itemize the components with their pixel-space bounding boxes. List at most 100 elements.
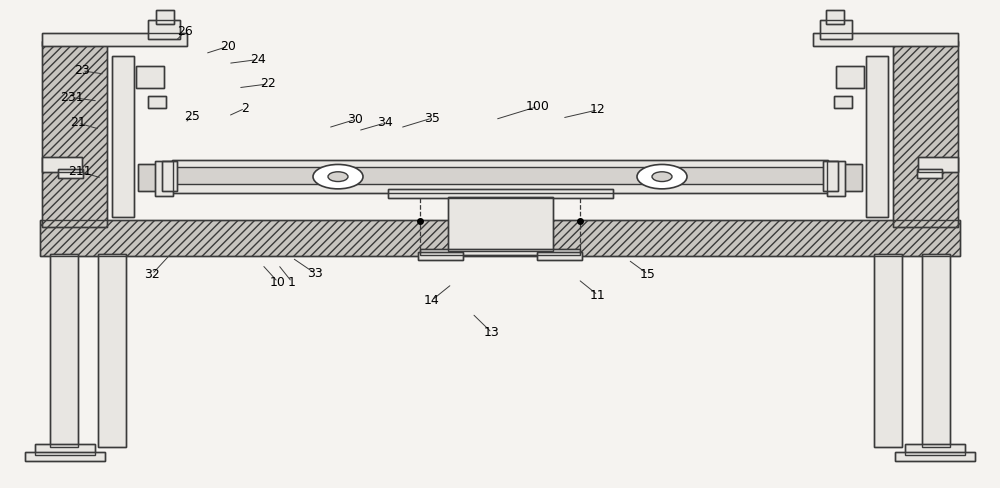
Bar: [834, 96, 852, 108]
Bar: [922, 254, 950, 447]
Bar: [823, 161, 838, 191]
Bar: [25, 452, 105, 461]
Bar: [50, 254, 78, 447]
Bar: [172, 160, 828, 193]
Bar: [112, 56, 134, 217]
Bar: [823, 161, 838, 191]
Text: 211: 211: [68, 165, 92, 178]
Bar: [42, 157, 82, 172]
Text: 2: 2: [241, 102, 249, 115]
Bar: [50, 254, 78, 447]
Bar: [893, 41, 958, 227]
Bar: [148, 96, 166, 108]
Bar: [918, 157, 958, 172]
Bar: [172, 160, 828, 168]
Bar: [148, 96, 166, 108]
Bar: [162, 161, 177, 191]
Circle shape: [637, 164, 687, 189]
Bar: [866, 56, 888, 217]
Bar: [418, 252, 463, 260]
Text: 14: 14: [424, 294, 440, 306]
Bar: [813, 33, 958, 46]
Bar: [826, 10, 844, 24]
Bar: [35, 444, 95, 455]
Text: 11: 11: [590, 289, 606, 302]
Bar: [136, 66, 164, 88]
Bar: [448, 197, 553, 251]
Bar: [922, 254, 950, 447]
Text: 35: 35: [424, 112, 440, 124]
Bar: [58, 169, 83, 178]
Bar: [42, 41, 107, 227]
Bar: [42, 33, 187, 46]
Text: 33: 33: [307, 267, 323, 280]
Text: 34: 34: [377, 117, 393, 129]
Text: 20: 20: [220, 40, 236, 53]
Bar: [905, 444, 965, 455]
Bar: [827, 161, 845, 196]
Bar: [42, 157, 82, 172]
Bar: [98, 254, 126, 447]
Circle shape: [328, 172, 348, 182]
Bar: [917, 169, 942, 178]
Bar: [834, 164, 862, 191]
Bar: [172, 167, 828, 185]
Bar: [893, 41, 958, 227]
Bar: [866, 56, 888, 217]
Bar: [420, 249, 580, 255]
Text: 10: 10: [270, 276, 286, 288]
Bar: [813, 33, 958, 46]
Bar: [58, 169, 83, 178]
Bar: [155, 161, 173, 196]
Bar: [874, 254, 902, 447]
Bar: [40, 220, 960, 256]
Text: 24: 24: [250, 53, 266, 66]
Text: 32: 32: [144, 268, 160, 281]
Bar: [40, 220, 960, 256]
Bar: [834, 164, 862, 191]
Bar: [136, 66, 164, 88]
Bar: [820, 20, 852, 39]
Bar: [448, 197, 553, 251]
Bar: [156, 10, 174, 24]
Bar: [138, 164, 166, 191]
Bar: [836, 66, 864, 88]
Text: 231: 231: [60, 91, 84, 104]
Bar: [895, 452, 975, 461]
Bar: [35, 444, 95, 455]
Text: 26: 26: [177, 25, 193, 38]
Bar: [112, 56, 134, 217]
Bar: [148, 20, 180, 39]
Bar: [834, 96, 852, 108]
Text: 25: 25: [184, 110, 200, 122]
Bar: [25, 452, 105, 461]
Text: 23: 23: [74, 64, 90, 77]
Bar: [156, 10, 174, 24]
Bar: [895, 452, 975, 461]
Bar: [918, 157, 958, 172]
Text: 1: 1: [288, 276, 296, 288]
Bar: [418, 252, 463, 260]
Bar: [820, 20, 852, 39]
Circle shape: [652, 172, 672, 182]
Bar: [874, 254, 902, 447]
Bar: [155, 161, 173, 196]
Bar: [826, 10, 844, 24]
Bar: [98, 254, 126, 447]
Bar: [836, 66, 864, 88]
Text: 15: 15: [640, 268, 656, 281]
Bar: [172, 184, 828, 193]
Bar: [917, 169, 942, 178]
Bar: [388, 189, 613, 198]
Bar: [42, 33, 187, 46]
Bar: [905, 444, 965, 455]
Bar: [388, 189, 613, 198]
Text: 100: 100: [526, 100, 550, 113]
Bar: [827, 161, 845, 196]
Bar: [42, 41, 107, 227]
Text: 12: 12: [590, 103, 606, 116]
Bar: [537, 252, 582, 260]
Circle shape: [313, 164, 363, 189]
Bar: [420, 249, 580, 255]
Text: 21: 21: [70, 117, 86, 129]
